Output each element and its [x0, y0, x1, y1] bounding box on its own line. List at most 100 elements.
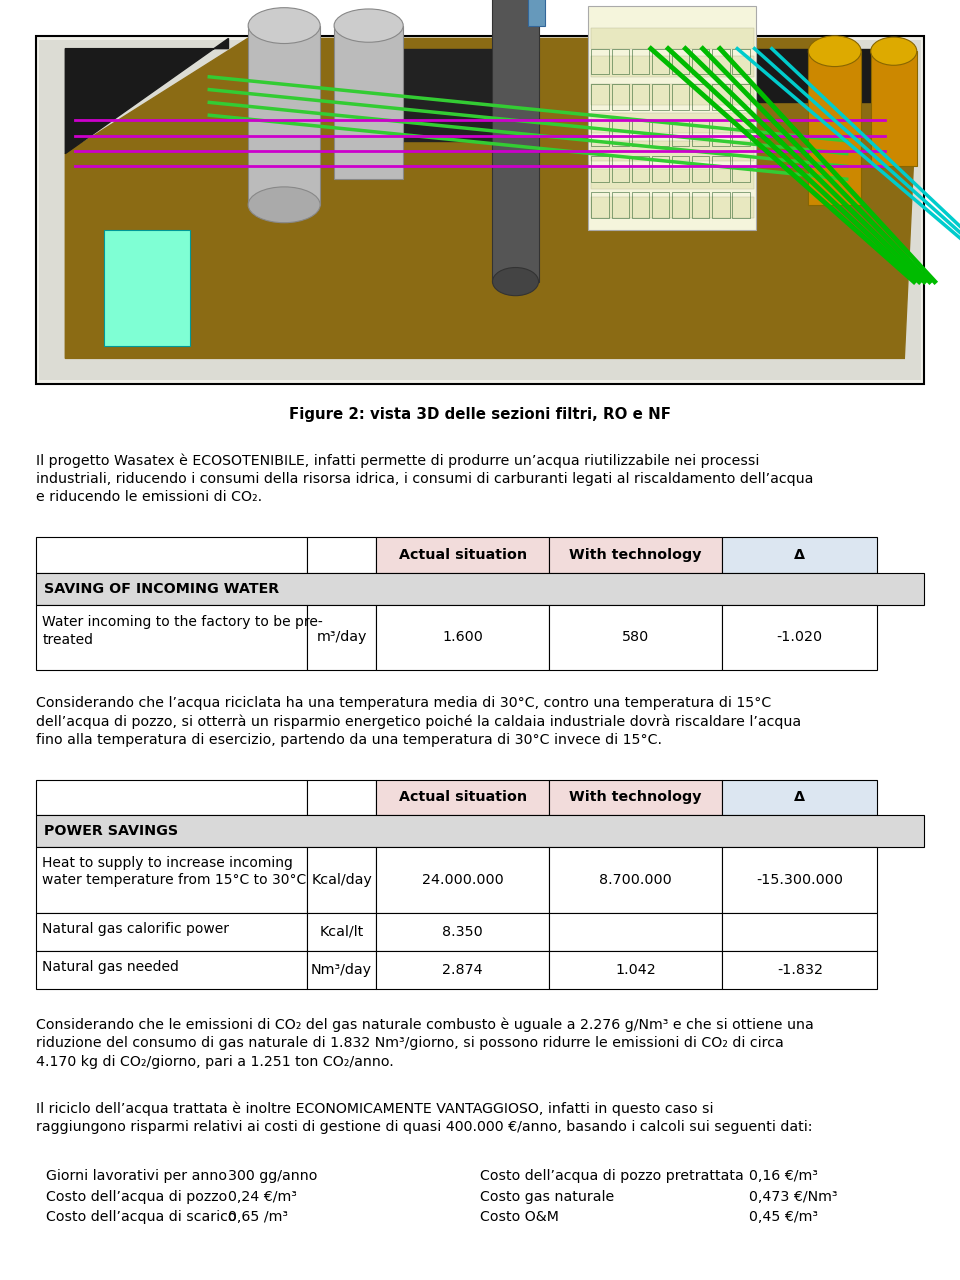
Bar — [712, 192, 730, 218]
Bar — [549, 913, 722, 951]
Polygon shape — [372, 49, 516, 141]
Bar — [376, 538, 549, 573]
Bar — [307, 951, 376, 989]
Bar — [36, 847, 307, 913]
Text: -1.020: -1.020 — [777, 631, 823, 644]
Bar — [591, 192, 609, 218]
Ellipse shape — [334, 9, 403, 42]
Text: Costo dell’acqua di pozzo pretrattata: Costo dell’acqua di pozzo pretrattata — [480, 1170, 744, 1183]
Text: Actual situation: Actual situation — [398, 791, 527, 804]
Bar — [692, 84, 709, 110]
Bar — [652, 84, 669, 110]
Bar — [632, 120, 649, 146]
Bar — [334, 26, 403, 179]
Bar — [722, 605, 877, 671]
Bar — [104, 230, 190, 346]
Text: Il riciclo dell’acqua trattata è inoltre ECONOMICAMENTE VANTAGGIOSO, infatti in : Il riciclo dell’acqua trattata è inoltre… — [36, 1102, 714, 1116]
Bar — [722, 538, 877, 573]
Bar — [672, 84, 689, 110]
Text: 0,16 €/m³: 0,16 €/m³ — [749, 1170, 818, 1183]
Bar — [732, 192, 750, 218]
Bar — [588, 6, 756, 230]
Text: -1.832: -1.832 — [777, 964, 823, 977]
Text: dell’acqua di pozzo, si otterrà un risparmio energetico poiché la caldaia indust: dell’acqua di pozzo, si otterrà un rispa… — [36, 714, 802, 728]
Bar — [712, 49, 730, 74]
Bar — [376, 913, 549, 951]
Text: fino alla temperatura di esercizio, partendo da una temperatura di 30°C invece d: fino alla temperatura di esercizio, part… — [36, 733, 662, 746]
Bar — [612, 49, 629, 74]
Bar — [307, 538, 376, 573]
Text: Considerando che le emissioni di CO₂ del gas naturale combusto è uguale a 2.276 : Considerando che le emissioni di CO₂ del… — [36, 1018, 814, 1032]
Bar — [591, 120, 609, 146]
Text: m³/day: m³/day — [317, 631, 367, 644]
Text: 300 gg/anno: 300 gg/anno — [228, 1170, 318, 1183]
Bar — [652, 156, 669, 182]
Bar — [672, 192, 689, 218]
Bar — [492, 0, 539, 282]
Bar — [692, 192, 709, 218]
Bar — [732, 120, 750, 146]
Text: riduzione del consumo di gas naturale di 1.832 Nm³/giorno, si possono ridurre le: riduzione del consumo di gas naturale di… — [36, 1037, 784, 1050]
Bar — [591, 141, 754, 161]
Bar — [36, 605, 307, 671]
Bar — [692, 49, 709, 74]
Bar — [376, 847, 549, 913]
Ellipse shape — [248, 8, 320, 44]
Text: 2.874: 2.874 — [443, 964, 483, 977]
Bar — [712, 120, 730, 146]
Bar — [376, 951, 549, 989]
Bar — [612, 192, 629, 218]
Text: 4.170 kg di CO₂/giorno, pari a 1.251 ton CO₂/anno.: 4.170 kg di CO₂/giorno, pari a 1.251 ton… — [36, 1055, 395, 1069]
Bar — [722, 951, 877, 989]
Text: 1.042: 1.042 — [615, 964, 656, 977]
Bar — [612, 120, 629, 146]
Bar — [591, 84, 609, 110]
Bar — [307, 605, 376, 671]
Text: With technology: With technology — [569, 791, 702, 804]
Bar — [871, 51, 917, 166]
Bar — [528, 0, 545, 26]
Text: SAVING OF INCOMING WATER: SAVING OF INCOMING WATER — [44, 582, 279, 595]
Bar — [672, 156, 689, 182]
Bar — [248, 26, 320, 205]
Text: 0,45 €/m³: 0,45 €/m³ — [749, 1210, 818, 1224]
Bar — [632, 192, 649, 218]
Polygon shape — [641, 49, 904, 102]
Bar — [652, 49, 669, 74]
Text: Δ: Δ — [794, 548, 805, 562]
Bar — [36, 36, 924, 384]
Bar — [591, 197, 754, 218]
Text: 24.000.000: 24.000.000 — [421, 873, 504, 887]
Bar — [591, 169, 754, 189]
Bar — [808, 51, 861, 205]
Polygon shape — [65, 38, 914, 358]
Bar — [692, 120, 709, 146]
Ellipse shape — [808, 36, 861, 67]
Text: 1.600: 1.600 — [443, 631, 483, 644]
Bar — [722, 780, 877, 815]
Bar — [612, 84, 629, 110]
Text: 8.350: 8.350 — [443, 925, 483, 938]
Text: Costo dell’acqua di scarico: Costo dell’acqua di scarico — [46, 1210, 236, 1224]
Text: POWER SAVINGS: POWER SAVINGS — [44, 824, 179, 838]
Bar — [549, 780, 722, 815]
Bar — [591, 56, 754, 77]
Bar — [672, 120, 689, 146]
Bar — [376, 780, 549, 815]
Text: Considerando che l’acqua riciclata ha una temperatura media di 30°C, contro una : Considerando che l’acqua riciclata ha un… — [36, 696, 772, 709]
Text: Natural gas needed: Natural gas needed — [42, 960, 180, 974]
Bar — [36, 780, 307, 815]
Bar — [549, 605, 722, 671]
Bar — [712, 156, 730, 182]
Text: Heat to supply to increase incoming: Heat to supply to increase incoming — [42, 856, 293, 870]
Ellipse shape — [492, 268, 539, 296]
Bar — [549, 951, 722, 989]
Bar — [692, 156, 709, 182]
Text: water temperature from 15°C to 30°C: water temperature from 15°C to 30°C — [42, 873, 306, 887]
Bar — [712, 84, 730, 110]
Bar — [732, 49, 750, 74]
Bar — [549, 538, 722, 573]
Bar — [632, 49, 649, 74]
Bar — [591, 84, 754, 105]
Text: Costo dell’acqua di pozzo: Costo dell’acqua di pozzo — [46, 1189, 228, 1203]
